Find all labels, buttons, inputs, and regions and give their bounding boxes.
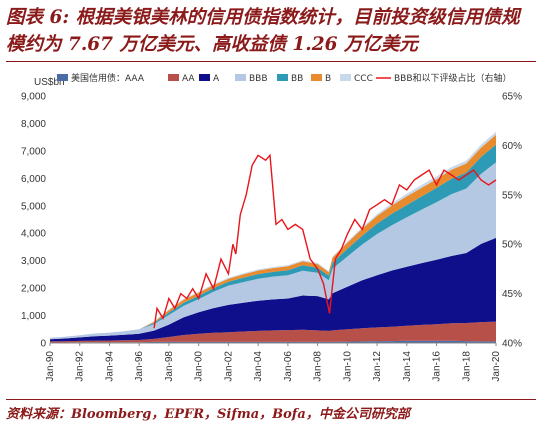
area-series-2 (50, 237, 496, 342)
chart-title: 图表 6: 根据美银美林的信用债指数统计，目前投资级信用债规模约为 7.67 万… (6, 7, 520, 55)
legend-label: BBB和以下评级占比（右轴） (394, 72, 512, 84)
y-left-tick-label: 0 (40, 339, 46, 350)
area-series-group (50, 131, 496, 343)
area-series-1 (50, 321, 496, 343)
y-left-tick-label: 8,000 (21, 119, 46, 130)
x-tick-label: Jan-20 (491, 351, 502, 382)
y-left-tick-label: 4,000 (21, 229, 46, 240)
legend-label: B (325, 74, 331, 84)
chart-legend: 美国信用债：AAA AA A BBB BB B CCC BBB和以下评级占比（右轴） (57, 72, 512, 84)
legend-swatch (199, 74, 210, 81)
x-tick-label: Jan-18 (461, 351, 472, 382)
x-tick-label: Jan-16 (432, 351, 443, 382)
legend-swatch (340, 74, 351, 81)
x-tick-label: Jan-06 (283, 351, 294, 382)
y-right-tick-label: 50% (502, 240, 522, 251)
legend-swatch (277, 74, 288, 81)
legend-label: BB (291, 74, 303, 84)
y-left-tick-label: 7,000 (21, 146, 46, 157)
line-series-share (153, 153, 497, 329)
x-tick-label: Jan-96 (134, 351, 145, 382)
title-divider (6, 61, 536, 62)
legend-label: 美国信用债：AAA (71, 72, 145, 84)
y-left-tick-label: 9,000 (21, 92, 46, 103)
y-right-tick-label: 55% (502, 190, 522, 201)
legend-label: A (213, 74, 220, 84)
legend-swatch (235, 74, 246, 81)
y-left-tick-label: 6,000 (21, 174, 46, 185)
y-right-tick-label: 60% (502, 141, 522, 152)
y-left-tick-label: 3,000 (21, 256, 46, 267)
left-axis-unit: US$bn (34, 77, 65, 88)
x-tick-label: Jan-14 (402, 351, 413, 382)
x-tick-label: Jan-94 (104, 351, 115, 382)
source-divider (6, 399, 536, 400)
line-series-group (153, 153, 497, 329)
legend-swatch (168, 74, 179, 81)
legend-swatch (311, 74, 322, 81)
legend-label: BBB (249, 74, 268, 84)
y-right-tick-label: 65% (502, 92, 522, 103)
legend-label: CCC (354, 74, 373, 84)
source-note: 资料来源：Bloomberg，EPFR，Sifma，Bofa，中金公司研究部 (6, 407, 410, 422)
x-tick-label: Jan-10 (342, 351, 353, 382)
x-tick-label: Jan-00 (194, 351, 205, 382)
legend-label: AA (182, 74, 195, 84)
x-tick-label: Jan-92 (75, 351, 86, 382)
chart-axes: 0 1,000 2,000 3,000 4,000 5,000 6,000 7,000 8,00… (21, 92, 522, 382)
x-tick-label: Jan-98 (164, 351, 175, 382)
y-left-tick-label: 1,000 (21, 311, 46, 322)
area-series-3 (50, 162, 496, 340)
y-right-tick-label: 40% (502, 339, 522, 350)
y-left-tick-label: 5,000 (21, 201, 46, 212)
legend-swatch (57, 74, 68, 81)
x-tick-label: Jan-90 (45, 351, 56, 382)
y-right-tick-label: 45% (502, 289, 522, 300)
x-tick-label: Jan-02 (223, 351, 234, 382)
x-tick-label: Jan-12 (372, 351, 383, 382)
x-tick-label: Jan-04 (253, 351, 264, 382)
x-tick-label: Jan-08 (313, 351, 324, 382)
y-left-tick-label: 2,000 (21, 284, 46, 295)
